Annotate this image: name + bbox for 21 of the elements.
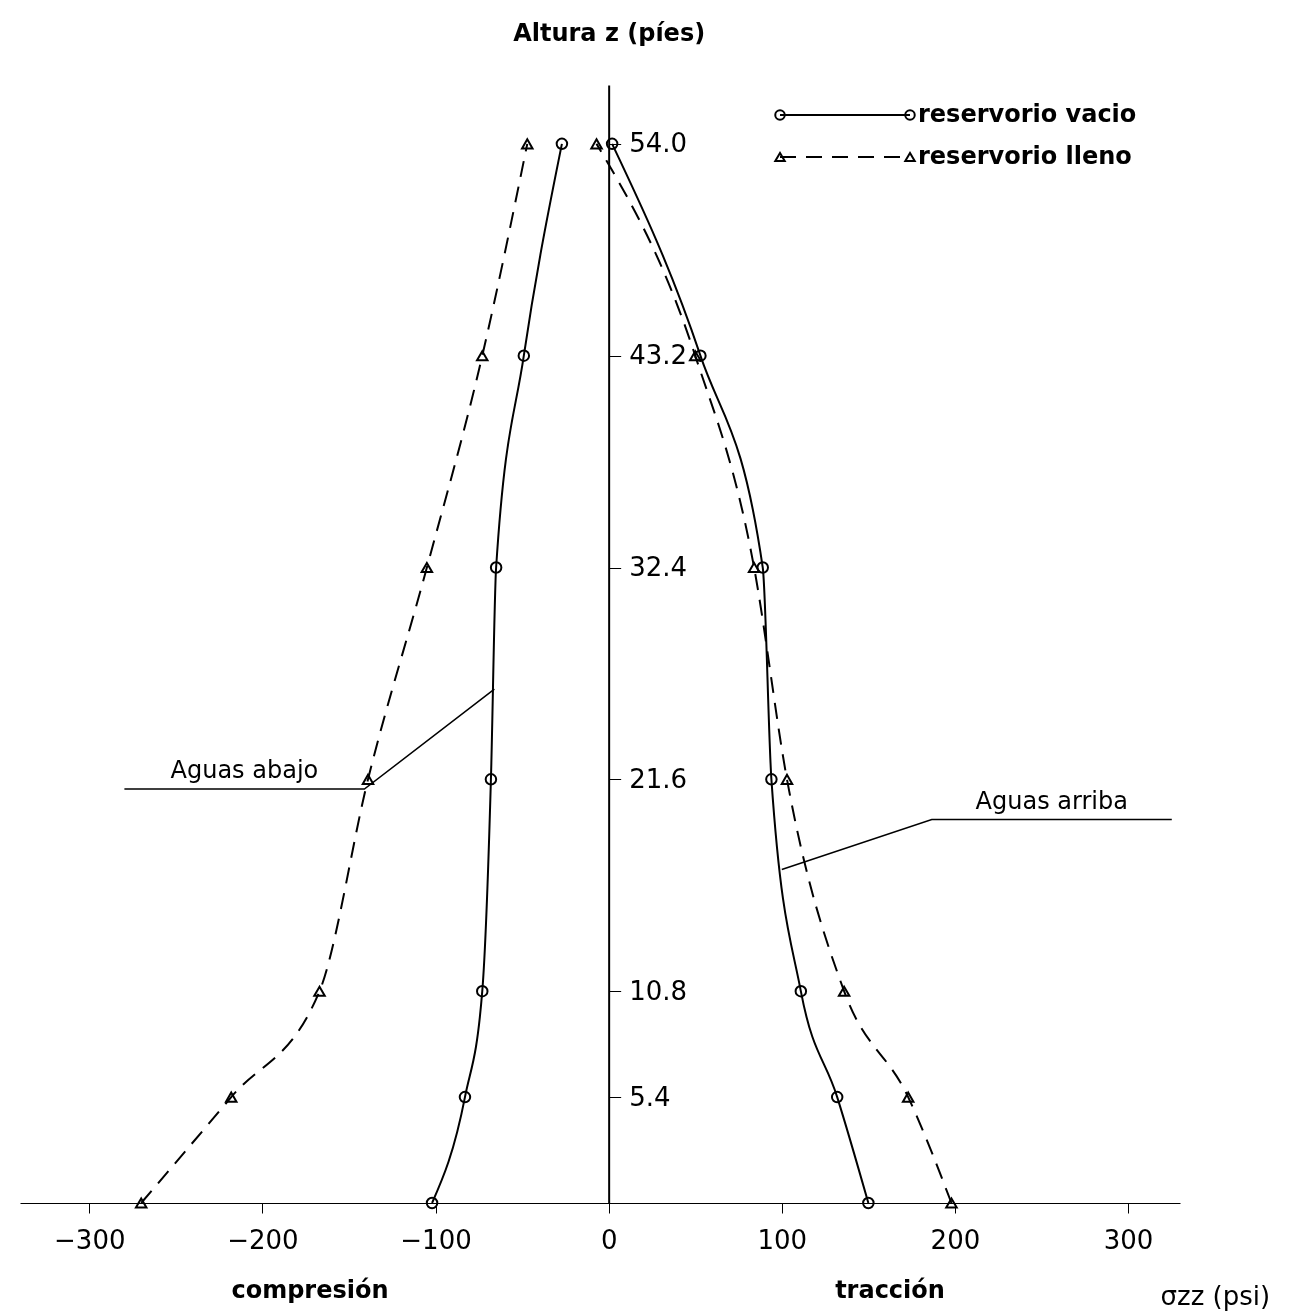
y-tick-label: 54.0 <box>629 128 688 159</box>
x-tick-label: −100 <box>400 1224 472 1255</box>
y-axis-title: Altura z (píes) <box>513 18 706 47</box>
legend-label: reservorio vacio <box>918 100 1137 128</box>
legend-label: reservorio lleno <box>918 142 1132 170</box>
y-tick-label: 5.4 <box>629 1081 671 1112</box>
annotation: Aguas arriba <box>975 786 1128 815</box>
text: compresión <box>231 1276 389 1304</box>
x-tick-label: 100 <box>757 1224 808 1255</box>
text: tracción <box>835 1276 945 1304</box>
x-tick-label: 0 <box>600 1224 618 1255</box>
x-tick-label: 300 <box>1103 1224 1154 1255</box>
x-tick-label: −300 <box>54 1224 126 1255</box>
x-tick-label: −200 <box>227 1224 299 1255</box>
x-axis-title: σzz (psi) <box>1160 1280 1271 1311</box>
x-tick-label: 200 <box>930 1224 981 1255</box>
y-tick-label: 32.4 <box>629 552 688 583</box>
annotation: Aguas abajo <box>170 756 319 785</box>
y-tick-label: 10.8 <box>629 975 688 1006</box>
y-tick-label: 43.2 <box>629 340 688 371</box>
y-tick-label: 21.6 <box>629 763 688 794</box>
